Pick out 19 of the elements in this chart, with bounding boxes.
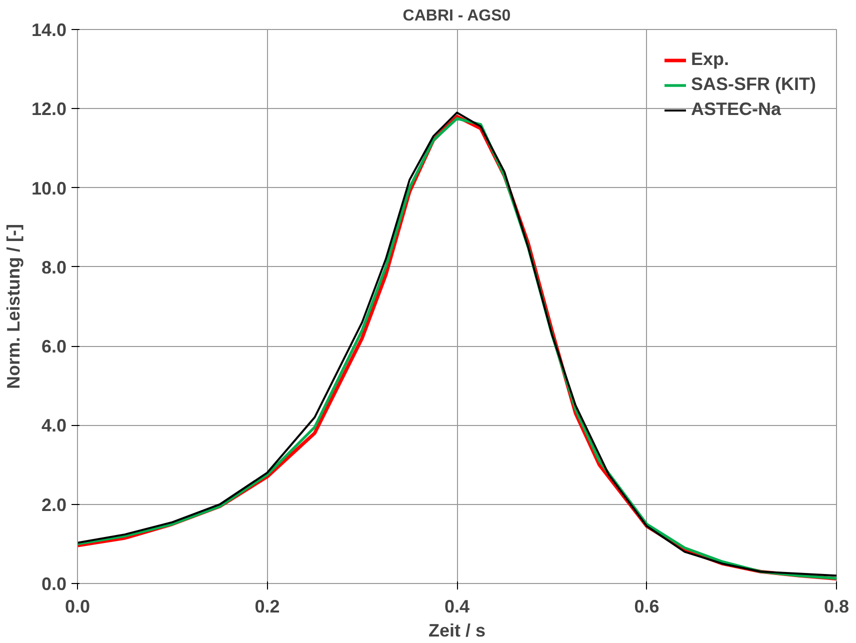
x-tick-label: 0.2 [254, 596, 280, 616]
y-axis-title: Norm. Leistung / [-] [3, 224, 24, 389]
legend-label: ASTEC-Na [691, 99, 782, 120]
x-tick-label: 0.0 [64, 596, 90, 616]
y-tick-label: 10.0 [31, 178, 67, 198]
x-tick-label: 0.4 [444, 596, 470, 616]
chart-title: CABRI - AGS0 [402, 8, 511, 24]
x-tick-label: 0.8 [824, 596, 850, 616]
legend-label: SAS-SFR (KIT) [691, 74, 816, 95]
y-tick-label: 12.0 [31, 99, 67, 120]
x-tick-label: 0.6 [634, 596, 660, 616]
y-tick-label: 14.0 [31, 20, 67, 40]
x-axis-title: Zeit / s [428, 620, 486, 640]
y-tick-label: 6.0 [41, 336, 67, 357]
y-tick-label: 8.0 [41, 257, 67, 278]
y-tick-label: 4.0 [41, 416, 67, 436]
y-tick-label: 2.0 [41, 494, 67, 515]
y-tick-label: 0.0 [41, 574, 67, 594]
legend-label: Exp. [691, 49, 730, 70]
